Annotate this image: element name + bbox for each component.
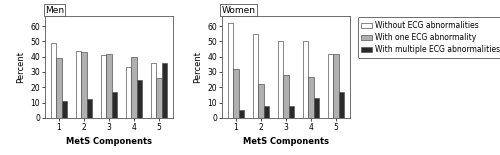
Text: Women: Women bbox=[222, 6, 256, 15]
Bar bbox=[87, 100, 92, 118]
Bar bbox=[314, 98, 319, 118]
Text: Men: Men bbox=[45, 6, 64, 15]
Bar bbox=[56, 58, 62, 118]
Bar bbox=[101, 55, 106, 118]
Bar bbox=[106, 54, 112, 118]
Bar bbox=[283, 75, 288, 118]
Y-axis label: Percent: Percent bbox=[16, 51, 25, 83]
Bar bbox=[126, 67, 132, 118]
Bar bbox=[132, 57, 137, 118]
Bar bbox=[288, 106, 294, 118]
Bar bbox=[62, 101, 68, 118]
Bar bbox=[258, 84, 264, 118]
Bar bbox=[82, 52, 87, 118]
Bar bbox=[328, 54, 333, 118]
Bar bbox=[137, 80, 142, 118]
Y-axis label: Percent: Percent bbox=[192, 51, 202, 83]
Bar bbox=[333, 54, 338, 118]
Bar bbox=[308, 77, 314, 118]
Legend: Without ECG abnormalities, With one ECG abnormality, With multiple ECG abnormali: Without ECG abnormalities, With one ECG … bbox=[358, 17, 500, 58]
Bar bbox=[233, 69, 238, 118]
Bar bbox=[151, 63, 156, 118]
Bar bbox=[302, 41, 308, 118]
Bar bbox=[264, 106, 269, 118]
Bar bbox=[162, 63, 168, 118]
Bar bbox=[228, 23, 233, 118]
X-axis label: MetS Components: MetS Components bbox=[66, 137, 152, 146]
Bar bbox=[156, 78, 162, 118]
X-axis label: MetS Components: MetS Components bbox=[243, 137, 329, 146]
Bar bbox=[238, 110, 244, 118]
Bar bbox=[112, 92, 117, 118]
Bar bbox=[278, 41, 283, 118]
Bar bbox=[252, 34, 258, 118]
Bar bbox=[51, 43, 57, 118]
Bar bbox=[76, 51, 82, 118]
Bar bbox=[338, 92, 344, 118]
